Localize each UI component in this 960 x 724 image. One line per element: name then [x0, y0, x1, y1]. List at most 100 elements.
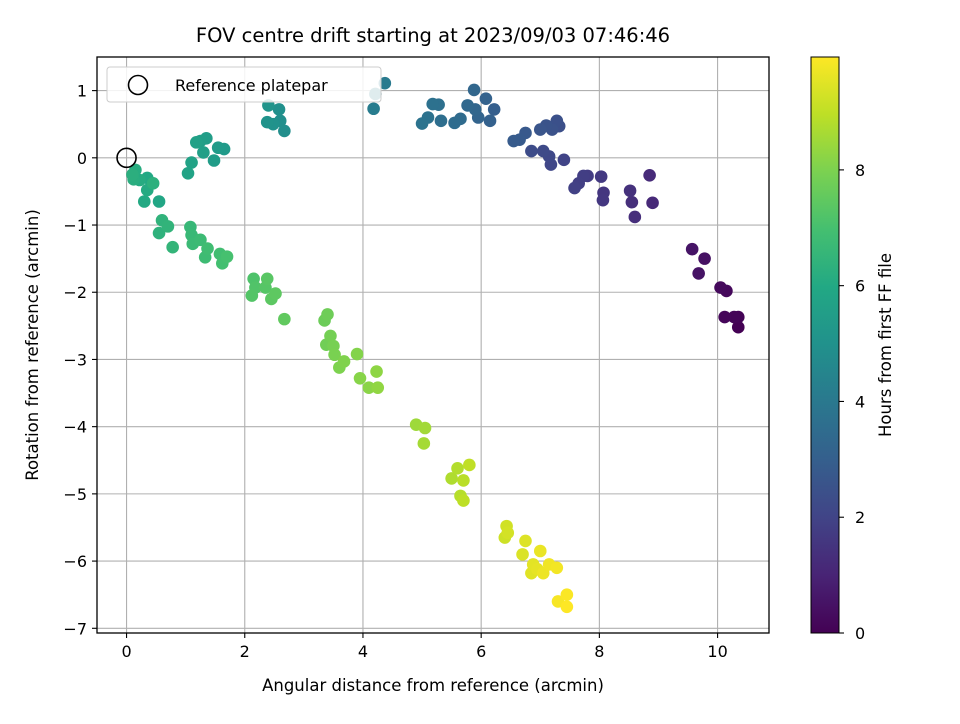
x-tick-label: 2 [240, 642, 250, 661]
data-point [350, 347, 364, 361]
data-point [623, 184, 637, 198]
data-point [483, 114, 497, 128]
data-point [533, 123, 547, 136]
data-point [457, 474, 470, 487]
data-point [152, 226, 166, 240]
data-point [146, 177, 160, 190]
y-tick-label: −3 [63, 350, 87, 369]
data-point [451, 462, 464, 475]
data-point [594, 170, 608, 183]
data-point [533, 544, 547, 558]
data-point [189, 136, 203, 149]
data-point [461, 99, 474, 112]
data-point [507, 134, 520, 148]
y-tick-label: 0 [77, 149, 87, 168]
colorbar: 0 2 4 6 8 Hours from first FF file [810, 56, 895, 643]
data-point [207, 154, 221, 167]
data-point [137, 195, 151, 208]
data-point [625, 195, 639, 209]
x-tick-label: 0 [121, 642, 131, 661]
x-tick-label: 8 [594, 642, 604, 661]
data-point [628, 210, 642, 224]
data-point [457, 494, 470, 507]
data-point [596, 193, 610, 207]
data-point [272, 103, 286, 116]
data-point [479, 92, 493, 105]
data-point [181, 166, 195, 180]
colorbar-tick-label: 4 [855, 392, 865, 411]
colorbar-ticks: 0 2 4 6 8 [839, 161, 865, 643]
data-point [727, 310, 741, 324]
data-point [278, 312, 291, 326]
plot-frame [96, 56, 770, 634]
data-point [417, 437, 431, 450]
chart-title: FOV centre drift starting at 2023/09/03 … [196, 24, 670, 47]
y-tick-label: −5 [63, 485, 87, 504]
data-point [550, 561, 564, 575]
x-tick-label: 10 [707, 642, 727, 661]
data-point [519, 534, 532, 548]
data-point [560, 588, 574, 601]
data-point [324, 329, 337, 343]
data-point [353, 371, 367, 385]
data-points [126, 76, 745, 614]
data-point [337, 355, 351, 368]
data-point [328, 348, 341, 362]
data-point [448, 116, 461, 130]
grid [97, 57, 769, 633]
data-point [568, 181, 581, 195]
x-axis-label: Angular distance from reference (arcmin) [262, 676, 604, 695]
data-point [692, 267, 705, 280]
data-point [643, 168, 656, 182]
data-point [367, 102, 380, 116]
colorbar-tick-label: 0 [855, 624, 865, 643]
y-axis: 1 0 −1 −2 −3 −4 −5 −6 −7 [63, 82, 97, 638]
data-point [718, 310, 731, 324]
data-point [211, 141, 225, 155]
data-point [463, 458, 476, 472]
data-point [245, 289, 259, 302]
y-tick-label: −1 [63, 216, 87, 235]
colorbar-tick-label: 2 [855, 508, 865, 527]
data-point [260, 115, 274, 129]
data-point [698, 252, 711, 265]
y-tick-label: 1 [77, 82, 87, 101]
colorbar-label: Hours from first FF file [876, 253, 895, 437]
legend-box [106, 66, 382, 103]
data-point [126, 168, 139, 181]
data-point [516, 548, 529, 561]
data-point [646, 196, 659, 210]
colorbar-gradient [810, 56, 840, 634]
data-point [714, 281, 727, 294]
data-point [467, 83, 481, 97]
data-point [685, 242, 699, 256]
data-point [161, 220, 175, 233]
data-point [269, 287, 282, 300]
legend: Reference platepar [106, 66, 382, 103]
data-point [197, 146, 210, 159]
data-point [201, 242, 214, 255]
data-point [418, 421, 432, 435]
colorbar-tick-label: 8 [855, 161, 865, 180]
data-point [185, 156, 198, 169]
data-point [378, 76, 392, 90]
data-point [536, 144, 550, 158]
data-point [371, 381, 385, 394]
legend-marker-icon [127, 74, 149, 96]
x-tick-label: 4 [358, 642, 368, 661]
data-point [220, 250, 234, 263]
legend-label: Reference platepar [175, 76, 328, 95]
data-point [731, 320, 745, 334]
data-point [415, 117, 429, 130]
data-point [426, 97, 440, 111]
colorbar-tick-label: 6 [855, 277, 865, 296]
data-point [152, 195, 166, 208]
data-point [525, 144, 538, 158]
data-point [487, 103, 501, 116]
y-tick-label: −7 [63, 619, 87, 638]
reference-platepar-marker [116, 147, 137, 169]
data-point [501, 526, 515, 540]
data-point [370, 365, 383, 378]
y-tick-label: −2 [63, 283, 87, 302]
